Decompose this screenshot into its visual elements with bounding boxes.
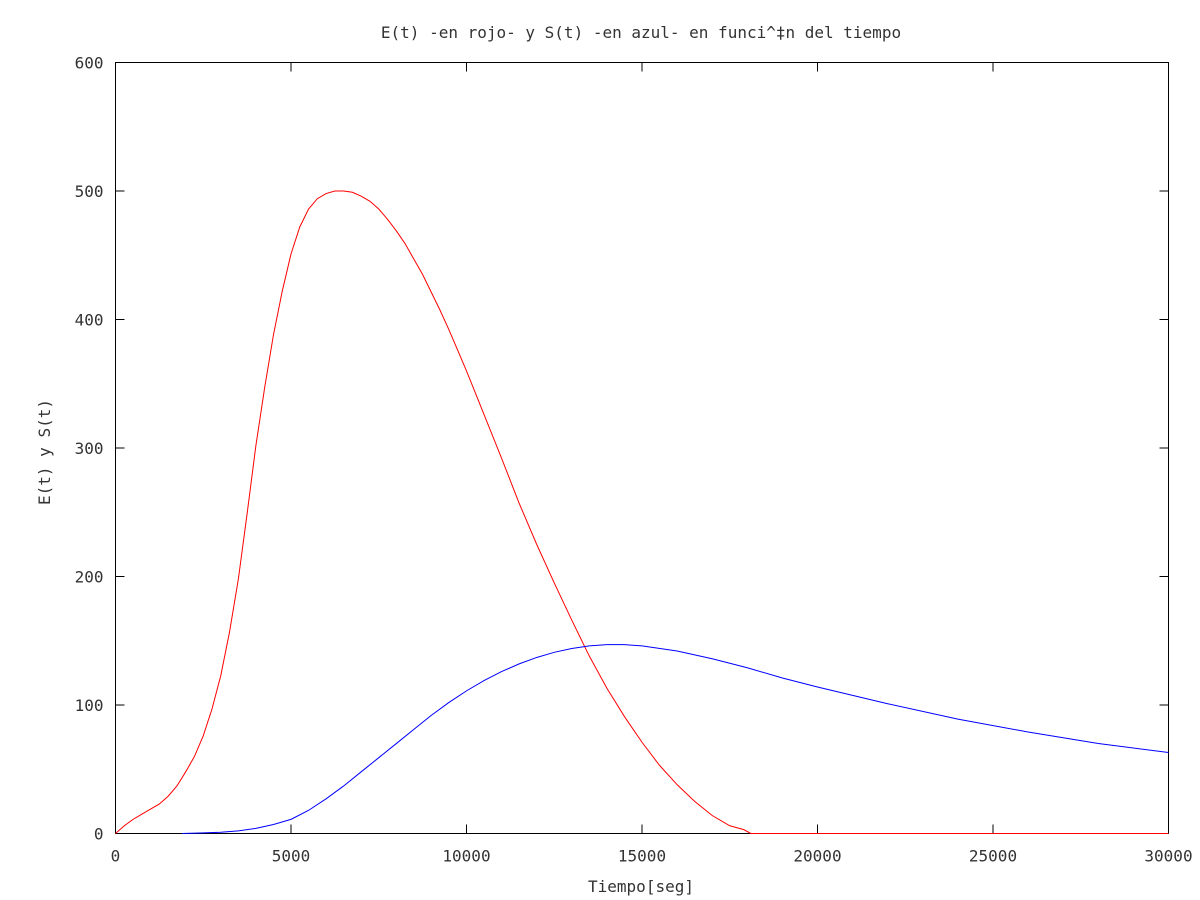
plot-area-frame bbox=[115, 62, 1169, 834]
series-line-s-blue bbox=[182, 644, 1169, 834]
x-tick-label: 0 bbox=[111, 847, 121, 866]
y-tick-label: 300 bbox=[75, 439, 104, 458]
x-axis-label: Tiempo[seg] bbox=[588, 877, 694, 896]
x-tick-label: 5000 bbox=[272, 847, 311, 866]
x-tick-label: 15000 bbox=[618, 847, 666, 866]
y-tick-label: 500 bbox=[75, 182, 104, 201]
y-tick-label: 600 bbox=[75, 54, 104, 73]
chart-title: E(t) -en rojo- y S(t) -en azul- en funci… bbox=[381, 23, 901, 42]
y-axis-label: E(t) y S(t) bbox=[35, 399, 54, 505]
series-line-e-red bbox=[115, 190, 1169, 834]
x-tick-label: 25000 bbox=[969, 847, 1017, 866]
y-tick-label: 0 bbox=[94, 825, 104, 844]
y-tick-label: 400 bbox=[75, 311, 104, 330]
y-tick-label: 100 bbox=[75, 696, 104, 715]
x-tick-label: 20000 bbox=[793, 847, 841, 866]
series-lines bbox=[115, 190, 1169, 834]
x-tick-label: 10000 bbox=[442, 847, 490, 866]
axis-ticks: 0 5000 10000 15000 20000 25000 30000 0 100 200 300… bbox=[75, 54, 1193, 866]
y-tick-label: 200 bbox=[75, 568, 104, 587]
x-tick-label: 30000 bbox=[1144, 847, 1192, 866]
